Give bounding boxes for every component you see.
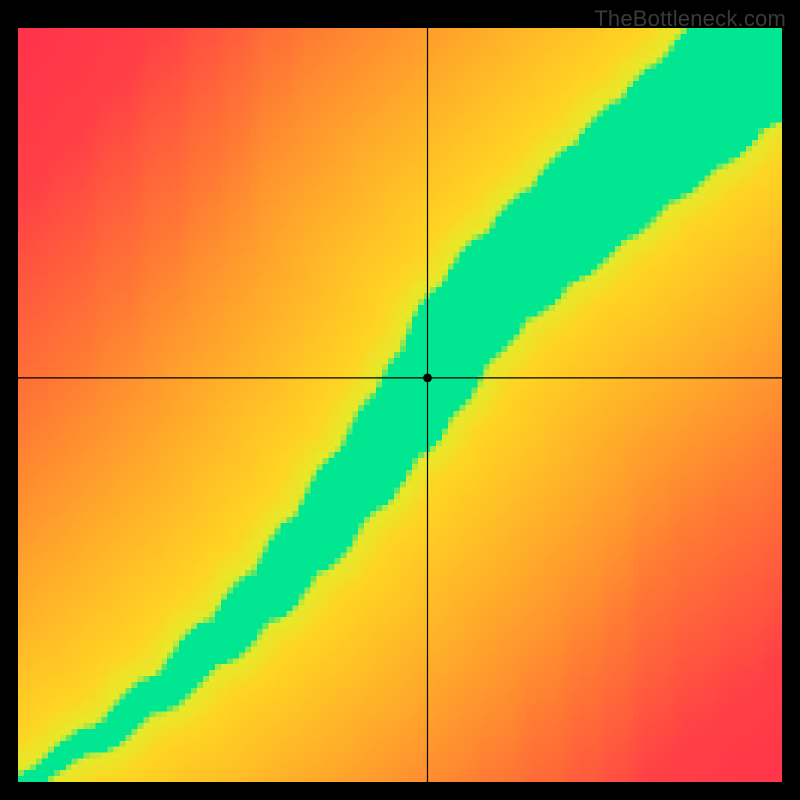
heatmap-plot — [18, 28, 782, 782]
crosshair-marker — [423, 373, 432, 382]
watermark-text: TheBottleneck.com — [594, 6, 786, 32]
heatmap-image — [18, 28, 782, 782]
heatmap-svg — [18, 28, 782, 782]
